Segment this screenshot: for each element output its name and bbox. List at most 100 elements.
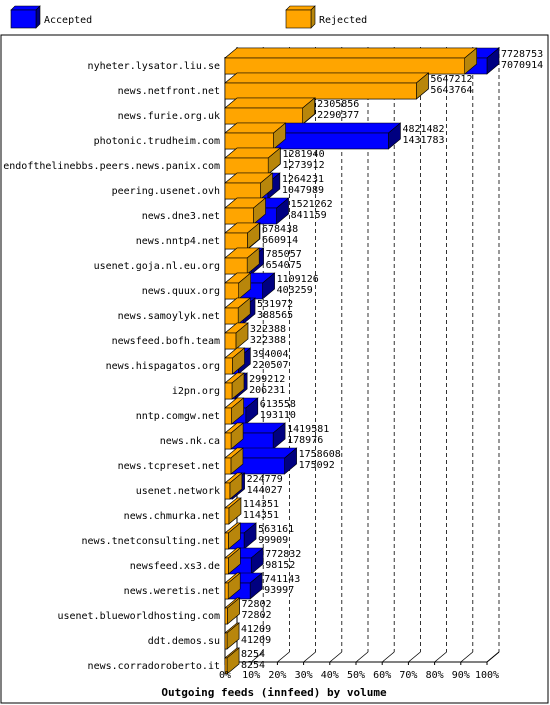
- rejected-value-label: 114351: [243, 510, 279, 521]
- rejected-value-label: 2290377: [317, 110, 359, 121]
- bar-rejected: [224, 372, 245, 400]
- bar-group: [224, 397, 259, 425]
- accepted-value-label: 1109126: [277, 274, 319, 285]
- rejected-value-label: 178976: [287, 435, 323, 446]
- rejected-value-label: 1431783: [402, 135, 444, 146]
- accepted-value-label: 299212: [249, 374, 285, 385]
- floor-tick-3: [303, 651, 316, 663]
- bar-group: [224, 272, 276, 300]
- floor-tick-8: [434, 651, 447, 663]
- bar-rejected: [224, 297, 252, 325]
- accepted-value-label: 1521262: [291, 199, 333, 210]
- x-tick-label: 70%: [399, 670, 417, 681]
- accepted-value-label: 4821482: [402, 124, 444, 135]
- bar-rejected: [224, 397, 245, 425]
- bar-group: [224, 547, 265, 575]
- bar-rejected: [224, 472, 243, 500]
- bar-group: [224, 222, 261, 250]
- bar-rejected-front: [224, 107, 303, 125]
- bar-group: [224, 72, 430, 100]
- bar-rejected: [224, 122, 287, 150]
- bar-rejected: [224, 147, 282, 175]
- plot-frame: [0, 34, 549, 704]
- x-tick-label: 0%: [219, 670, 231, 681]
- legend-rejected-swatch-front: [285, 9, 312, 29]
- x-tick-label: 90%: [452, 670, 470, 681]
- accepted-value-label: 2305856: [317, 99, 359, 110]
- category-label: news.nk.ca: [160, 436, 220, 447]
- category-label: peering.usenet.ovh: [112, 186, 220, 197]
- bar-rejected-top: [224, 72, 430, 84]
- rejected-value-label: 98152: [265, 560, 295, 571]
- bar-group: [224, 297, 256, 325]
- bar-rejected-front: [224, 607, 228, 625]
- category-label: news.quux.org: [142, 286, 220, 297]
- bar-rejected-front: [224, 432, 232, 450]
- rejected-value-label: 144027: [247, 485, 283, 496]
- rejected-value-label: 99909: [258, 535, 288, 546]
- category-label: nntp.comgw.net: [136, 411, 220, 422]
- accepted-value-label: 785057: [266, 249, 302, 260]
- bar-rejected: [224, 72, 430, 100]
- rejected-value-label: 41209: [241, 635, 271, 646]
- bar-group: [224, 572, 263, 600]
- category-label: news.chmurka.net: [124, 511, 220, 522]
- category-label: news.dne3.net: [142, 211, 220, 222]
- bar-rejected-front: [224, 557, 229, 575]
- category-label: photonic.trudheim.com: [94, 136, 220, 147]
- rejected-value-label: 72802: [241, 610, 271, 621]
- accepted-value-label: 678438: [262, 224, 298, 235]
- chart-title: Outgoing feeds (innfeed) by volume: [161, 686, 387, 699]
- bar-rejected-front: [224, 382, 233, 400]
- bar-rejected-front: [224, 257, 248, 275]
- floor-tick-1: [250, 651, 264, 663]
- bar-rejected: [224, 47, 478, 75]
- bar-group: [224, 97, 316, 125]
- bar-rejected-front: [224, 457, 232, 475]
- category-label: usenet.goja.nl.eu.org: [94, 261, 220, 272]
- category-label: news.furie.org.uk: [118, 111, 220, 122]
- bar-rejected: [224, 522, 242, 550]
- accepted-value-label: 1281940: [282, 149, 324, 160]
- legend-accepted-swatch-top: [10, 5, 41, 11]
- rejected-value-label: 403259: [277, 285, 313, 296]
- rejected-value-label: 175092: [299, 460, 335, 471]
- category-label: news.tcpreset.net: [118, 461, 220, 472]
- legend-rejected-swatch: [285, 5, 316, 29]
- accepted-value-label: 394004: [252, 349, 288, 360]
- rejected-value-label: 654075: [266, 260, 302, 271]
- bar-rejected-front: [224, 282, 239, 300]
- bar-group: [224, 422, 286, 450]
- bar-rejected: [224, 647, 240, 675]
- bars: [224, 47, 500, 675]
- bar-rejected-front: [224, 532, 229, 550]
- bar-rejected-front: [224, 182, 261, 200]
- bar-rejected: [224, 97, 316, 125]
- legend-accepted-label: Accepted: [44, 15, 92, 26]
- x-tick-label: 10%: [242, 670, 260, 681]
- rejected-value-label: 193110: [260, 410, 296, 421]
- accepted-value-label: 1758608: [299, 449, 341, 460]
- bar-group: [224, 147, 282, 175]
- floor-tick-2: [277, 651, 290, 663]
- rejected-value-label: 322388: [250, 335, 286, 346]
- category-label: news.netfront.net: [118, 86, 220, 97]
- bar-group: [224, 322, 249, 350]
- bar-rejected: [224, 172, 274, 200]
- x-tick-label: 20%: [268, 670, 286, 681]
- rejected-value-label: 220507: [252, 360, 288, 371]
- bar-group: [224, 247, 265, 275]
- bar-rejected-front: [224, 232, 248, 250]
- rejected-value-label: 7070914: [501, 60, 543, 71]
- accepted-value-label: 1419581: [287, 424, 329, 435]
- floor-tick-5: [355, 651, 369, 663]
- rejected-value-label: 93997: [264, 585, 294, 596]
- floor-tick-7: [408, 651, 421, 663]
- category-label: nyheter.lysator.liu.se: [88, 61, 220, 72]
- x-tick-label: 30%: [295, 670, 313, 681]
- bar-group: [224, 372, 248, 400]
- accepted-value-label: 322388: [250, 324, 286, 335]
- accepted-value-label: 224779: [247, 474, 283, 485]
